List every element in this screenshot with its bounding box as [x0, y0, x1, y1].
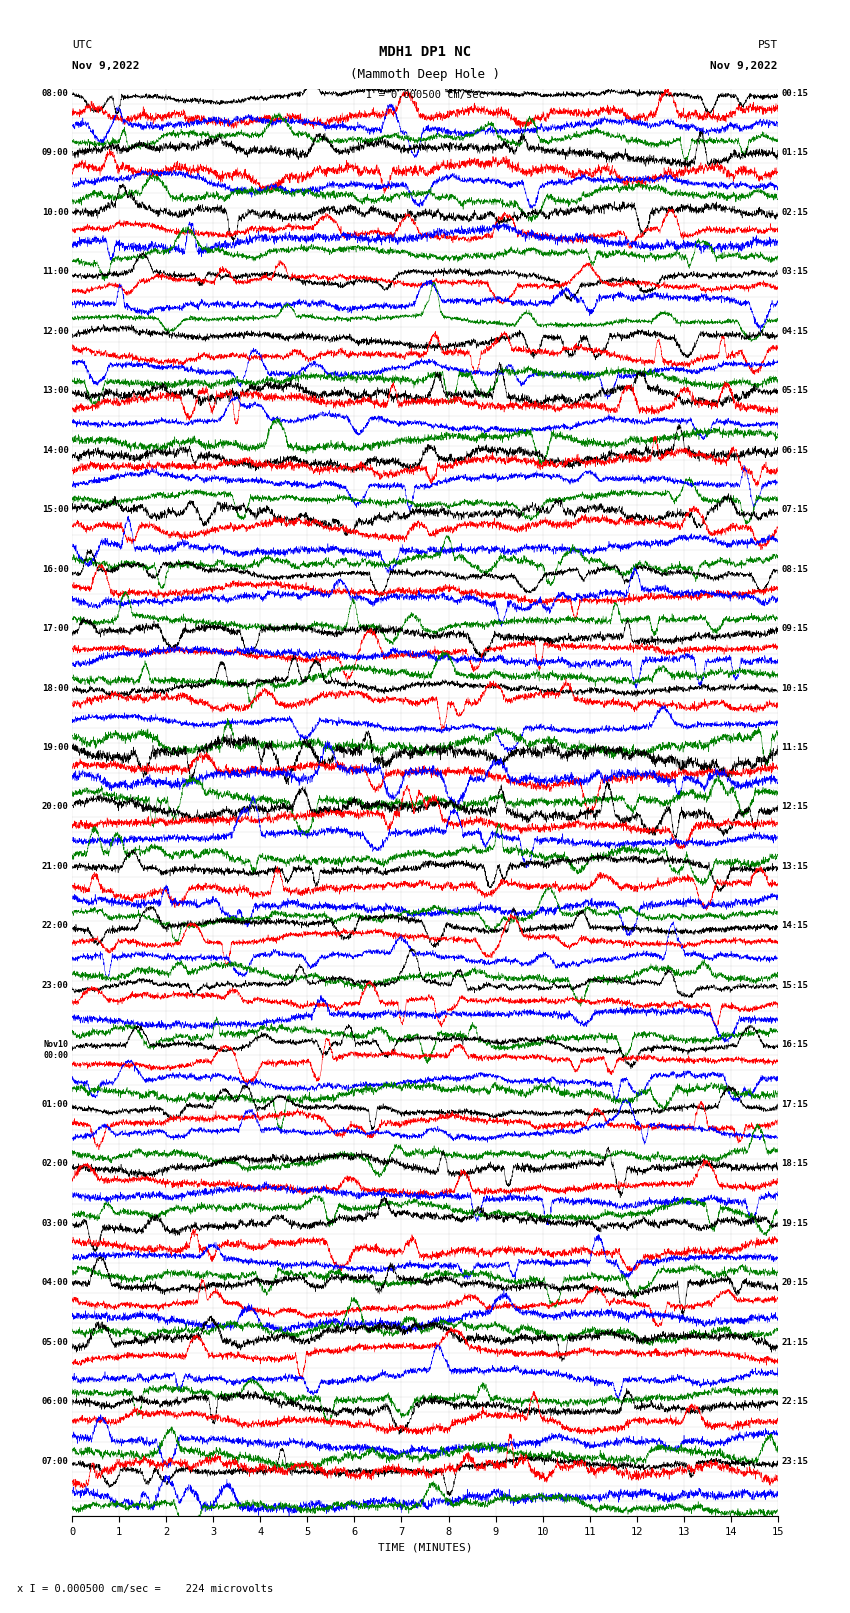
Text: 14:00: 14:00 [42, 445, 69, 455]
Text: 23:00: 23:00 [42, 981, 69, 990]
Text: 07:15: 07:15 [781, 505, 808, 515]
Text: 09:00: 09:00 [42, 148, 69, 156]
Text: 03:00: 03:00 [42, 1219, 69, 1227]
Text: 12:15: 12:15 [781, 803, 808, 811]
Text: 11:15: 11:15 [781, 744, 808, 752]
Text: 02:15: 02:15 [781, 208, 808, 216]
Text: 17:15: 17:15 [781, 1100, 808, 1108]
Text: 08:15: 08:15 [781, 565, 808, 574]
Text: 16:15: 16:15 [781, 1040, 808, 1050]
Text: 11:00: 11:00 [42, 268, 69, 276]
Text: 04:15: 04:15 [781, 327, 808, 336]
Text: 19:15: 19:15 [781, 1219, 808, 1227]
Text: 16:00: 16:00 [42, 565, 69, 574]
Text: 19:00: 19:00 [42, 744, 69, 752]
Text: 23:15: 23:15 [781, 1457, 808, 1466]
Text: 03:15: 03:15 [781, 268, 808, 276]
Text: 12:00: 12:00 [42, 327, 69, 336]
Text: MDH1 DP1 NC: MDH1 DP1 NC [379, 45, 471, 60]
Text: 05:15: 05:15 [781, 386, 808, 395]
Text: 10:00: 10:00 [42, 208, 69, 216]
X-axis label: TIME (MINUTES): TIME (MINUTES) [377, 1542, 473, 1552]
Text: 09:15: 09:15 [781, 624, 808, 632]
Text: Nov 9,2022: Nov 9,2022 [72, 61, 139, 71]
Text: x I = 0.000500 cm/sec =    224 microvolts: x I = 0.000500 cm/sec = 224 microvolts [17, 1584, 273, 1594]
Text: 14:15: 14:15 [781, 921, 808, 931]
Text: 10:15: 10:15 [781, 684, 808, 692]
Text: 02:00: 02:00 [42, 1160, 69, 1168]
Text: UTC: UTC [72, 40, 93, 50]
Text: PST: PST [757, 40, 778, 50]
Text: 22:00: 22:00 [42, 921, 69, 931]
Text: 13:00: 13:00 [42, 386, 69, 395]
Text: 00:15: 00:15 [781, 89, 808, 98]
Text: 08:00: 08:00 [42, 89, 69, 98]
Text: 06:00: 06:00 [42, 1397, 69, 1407]
Text: Nov 9,2022: Nov 9,2022 [711, 61, 778, 71]
Text: 22:15: 22:15 [781, 1397, 808, 1407]
Text: 15:15: 15:15 [781, 981, 808, 990]
Text: 01:15: 01:15 [781, 148, 808, 156]
Text: 20:15: 20:15 [781, 1277, 808, 1287]
Text: 21:15: 21:15 [781, 1337, 808, 1347]
Text: 01:00: 01:00 [42, 1100, 69, 1108]
Text: (Mammoth Deep Hole ): (Mammoth Deep Hole ) [350, 68, 500, 81]
Text: 13:15: 13:15 [781, 861, 808, 871]
Text: 05:00: 05:00 [42, 1337, 69, 1347]
Text: 21:00: 21:00 [42, 861, 69, 871]
Text: 18:15: 18:15 [781, 1160, 808, 1168]
Text: 15:00: 15:00 [42, 505, 69, 515]
Text: 18:00: 18:00 [42, 684, 69, 692]
Text: 07:00: 07:00 [42, 1457, 69, 1466]
Text: I = 0.000500 cm/sec: I = 0.000500 cm/sec [366, 90, 484, 100]
Text: 17:00: 17:00 [42, 624, 69, 632]
Text: 04:00: 04:00 [42, 1277, 69, 1287]
Text: Nov10
00:00: Nov10 00:00 [43, 1040, 69, 1060]
Text: 20:00: 20:00 [42, 803, 69, 811]
Text: 06:15: 06:15 [781, 445, 808, 455]
